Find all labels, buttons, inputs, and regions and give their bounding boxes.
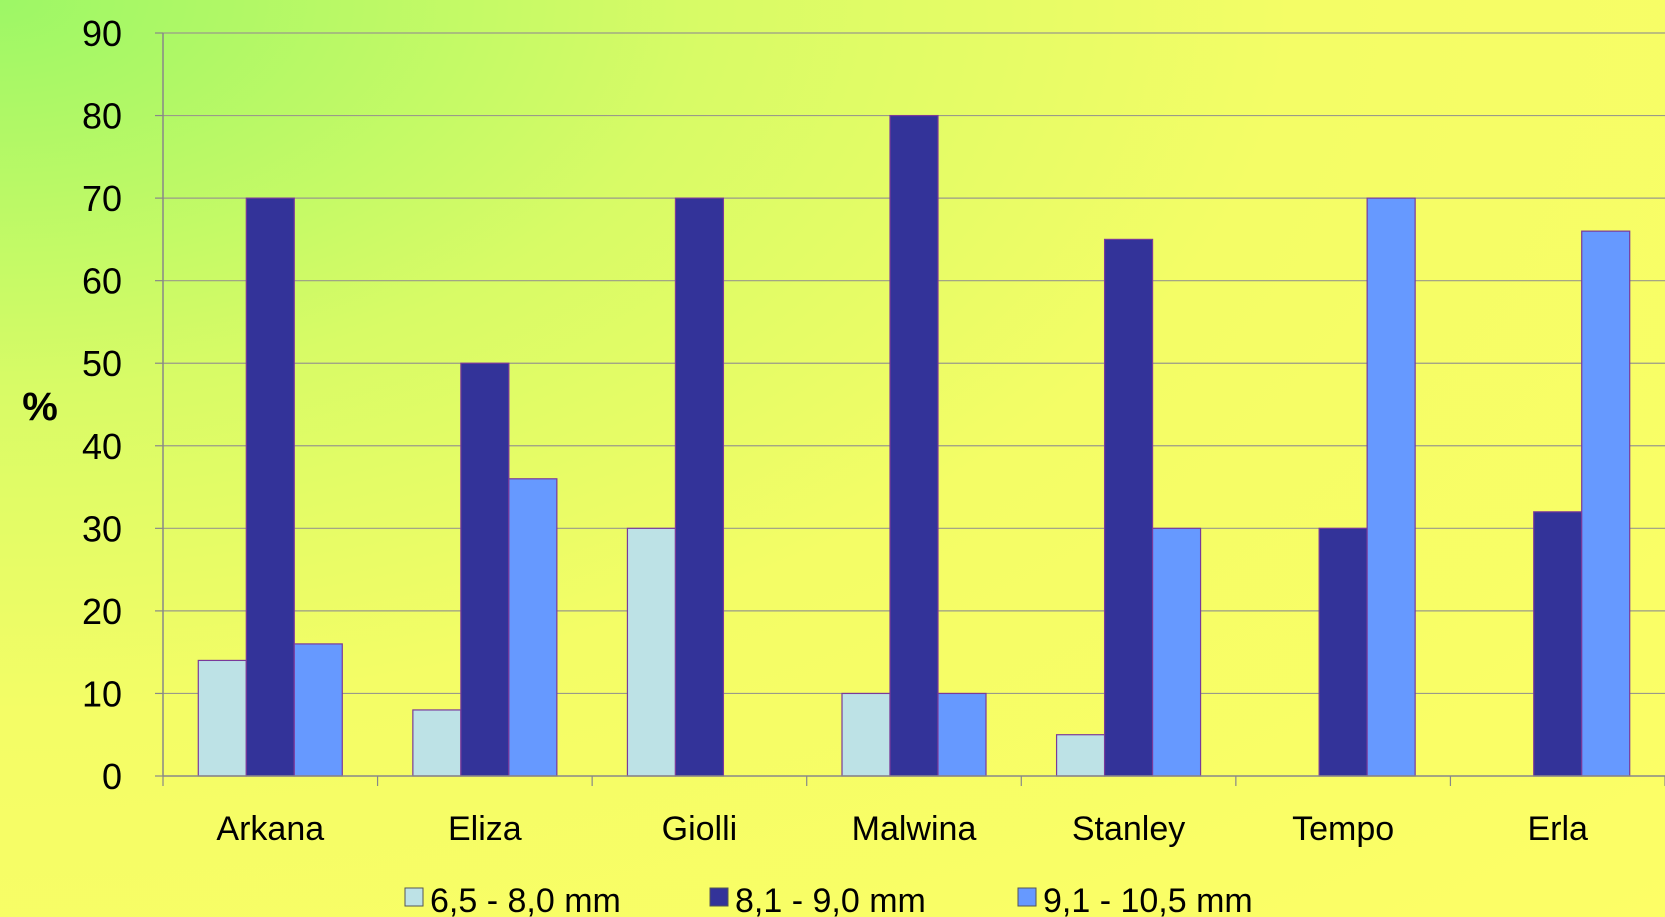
bar [460,362,510,777]
y-axis-ticks: 0 10 20 30 40 50 60 70 80 90 [82,13,163,797]
bar [1318,527,1368,777]
x-category-label: Giolli [662,810,738,848]
y-tick-label: 40 [82,426,122,467]
bar [937,692,987,777]
bar [412,709,462,777]
bar [1103,238,1154,777]
legend-label: 9,1 - 10,5 mm [1043,882,1253,917]
y-tick-label: 80 [82,96,122,137]
bar [508,478,558,777]
y-tick-label: 20 [82,591,122,632]
legend: 6,5 - 8,0 mm 8,1 - 9,0 mm 9,1 - 10,5 mm [404,882,1253,917]
x-category-label: Eliza [448,810,522,848]
bar [293,643,343,777]
bar [841,692,891,777]
y-tick-label: 70 [82,178,122,219]
bars [197,114,1631,777]
legend-label: 8,1 - 9,0 mm [735,882,926,917]
y-tick-label: 90 [82,13,122,54]
y-tick-label: 60 [82,261,122,302]
bar [626,527,677,777]
x-category-label: Arkana [216,810,324,848]
y-tick-label: 30 [82,508,122,549]
axes [162,33,1665,786]
x-category-label: Malwina [852,810,977,848]
y-tick-label: 10 [82,673,122,714]
bar [1581,230,1631,777]
legend-swatch [709,887,729,907]
x-axis-categories: Arkana Eliza Giolli Malwina Stanley Tempo Erla [216,810,1588,848]
x-category-label: Erla [1527,810,1588,848]
bar [1151,527,1202,777]
bar [1533,511,1583,777]
bar [1366,197,1416,777]
bar [245,197,295,777]
x-category-label: Stanley [1072,810,1185,848]
legend-swatch [404,887,424,907]
x-category-label: Tempo [1292,810,1394,848]
legend-label: 6,5 - 8,0 mm [430,882,621,917]
bar [889,114,939,777]
bar [674,197,725,777]
y-axis-label: % [22,385,58,429]
y-tick-label: 0 [102,756,122,797]
bar [1055,734,1106,777]
bar [197,659,247,777]
y-tick-label: 50 [82,343,122,384]
legend-swatch [1017,887,1037,907]
